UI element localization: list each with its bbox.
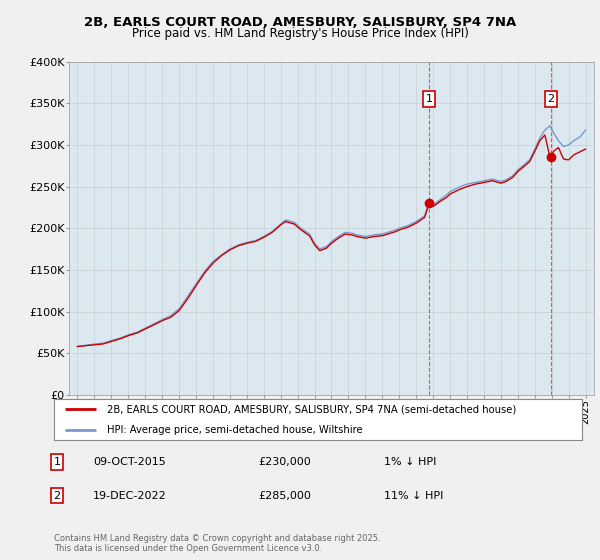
Text: 2: 2 [547,94,554,104]
Text: 2B, EARLS COURT ROAD, AMESBURY, SALISBURY, SP4 7NA: 2B, EARLS COURT ROAD, AMESBURY, SALISBUR… [84,16,516,29]
Text: £230,000: £230,000 [258,457,311,467]
Text: 19-DEC-2022: 19-DEC-2022 [93,491,167,501]
Text: 1: 1 [426,94,433,104]
Text: 2B, EARLS COURT ROAD, AMESBURY, SALISBURY, SP4 7NA (semi-detached house): 2B, EARLS COURT ROAD, AMESBURY, SALISBUR… [107,404,516,414]
Text: 09-OCT-2015: 09-OCT-2015 [93,457,166,467]
Text: 1: 1 [53,457,61,467]
Text: 2: 2 [53,491,61,501]
Text: £285,000: £285,000 [258,491,311,501]
Text: 1% ↓ HPI: 1% ↓ HPI [384,457,436,467]
Text: HPI: Average price, semi-detached house, Wiltshire: HPI: Average price, semi-detached house,… [107,424,362,435]
Text: Contains HM Land Registry data © Crown copyright and database right 2025.
This d: Contains HM Land Registry data © Crown c… [54,534,380,553]
Text: Price paid vs. HM Land Registry's House Price Index (HPI): Price paid vs. HM Land Registry's House … [131,27,469,40]
Text: 11% ↓ HPI: 11% ↓ HPI [384,491,443,501]
